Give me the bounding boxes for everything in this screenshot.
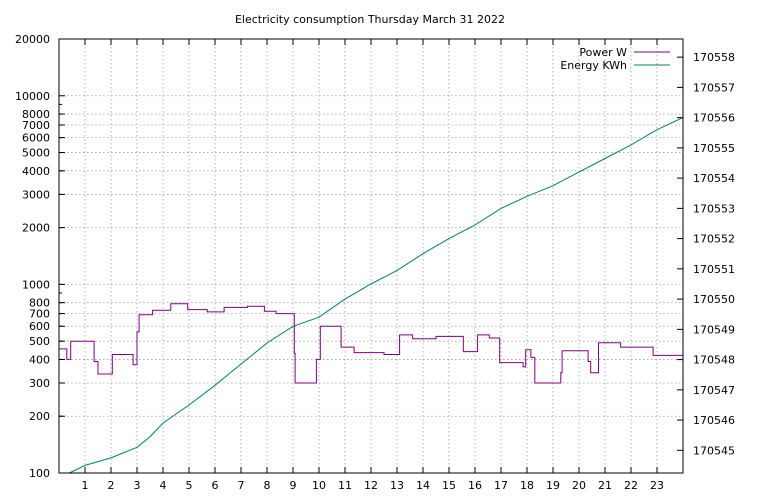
y-right-tick-label: 170549: [693, 323, 735, 336]
y-left-tick-label: 600: [29, 320, 50, 333]
x-tick-label: 5: [186, 479, 193, 492]
x-tick-label: 2: [108, 479, 115, 492]
y-left-tick-label: 200: [29, 410, 50, 423]
x-tick-label: 17: [494, 479, 508, 492]
y-right-tick-label: 170547: [693, 384, 735, 397]
y-left-tick-label: 7000: [22, 119, 50, 132]
x-tick-label: 1: [82, 479, 89, 492]
y-left-tick-label: 700: [29, 308, 50, 321]
y-right-tick-label: 170556: [693, 112, 735, 125]
chart-title: Electricity consumption Thursday March 3…: [235, 13, 505, 26]
x-tick-label: 16: [468, 479, 482, 492]
x-tick-label: 14: [416, 479, 430, 492]
x-tick-label: 23: [650, 479, 664, 492]
x-tick-label: 10: [312, 479, 326, 492]
x-tick-label: 22: [624, 479, 638, 492]
y-left-tick-label: 100: [29, 467, 50, 480]
x-tick-label: 20: [572, 479, 586, 492]
x-tick-label: 3: [134, 479, 141, 492]
x-tick-label: 11: [338, 479, 352, 492]
y-right-tick-label: 170545: [693, 444, 735, 457]
y-left-tick-label: 5000: [22, 147, 50, 160]
y-right-tick-label: 170554: [693, 172, 735, 185]
x-tick-label: 12: [364, 479, 378, 492]
y-left-tick-label: 4000: [22, 165, 50, 178]
y-left-tick-label: 8000: [22, 108, 50, 121]
y-right-tick-label: 170551: [693, 263, 735, 276]
y-left-tick-label: 3000: [22, 188, 50, 201]
x-tick-label: 21: [598, 479, 612, 492]
y-right-tick-label: 170557: [693, 81, 735, 94]
x-tick-label: 15: [442, 479, 456, 492]
y-left-tick-label: 2000: [22, 222, 50, 235]
y-left-tick-label: 500: [29, 335, 50, 348]
series-line-energy: [69, 117, 684, 474]
y-left-tick-label: 800: [29, 297, 50, 310]
series-line-power: [59, 303, 683, 384]
x-tick-label: 13: [390, 479, 404, 492]
y-right-tick-label: 170546: [693, 414, 735, 427]
legend-label: Power W: [579, 46, 627, 59]
y-right-tick-label: 170558: [693, 51, 735, 64]
y-right-tick-label: 170555: [693, 142, 735, 155]
right-axis: 170545 170546 170547 170548 170549 170550 1705…: [693, 51, 735, 457]
y-left-tick-label: 6000: [22, 132, 50, 145]
x-tick-label: 9: [290, 479, 297, 492]
y-left-tick-label: 1000: [22, 278, 50, 291]
x-tick-label: 6: [212, 479, 219, 492]
y-right-tick-label: 170553: [693, 202, 735, 215]
legend-label: Energy KWh: [560, 59, 627, 72]
y-left-tick-label: 400: [29, 353, 50, 366]
tick-marks: [59, 38, 683, 474]
y-right-tick-label: 170548: [693, 354, 735, 367]
x-tick-label: 4: [160, 479, 167, 492]
x-tick-label: 8: [264, 479, 271, 492]
series-layer: [59, 117, 684, 474]
y-left-tick-label: 10000: [15, 90, 50, 103]
x-tick-label: 19: [546, 479, 560, 492]
x-tick-label: 18: [520, 479, 534, 492]
grid-lines: [59, 39, 683, 473]
y-right-tick-label: 170552: [693, 233, 735, 246]
y-left-tick-label: 20000: [15, 33, 50, 46]
x-axis: 1 2 3 4 5 6 7 8 9 10 11 12 13 14 15 16 17 18 19 20 21 22 23: [82, 479, 665, 492]
y-right-tick-label: 170550: [693, 293, 735, 306]
y-left-tick-label: 300: [29, 377, 50, 390]
x-tick-label: 7: [238, 479, 245, 492]
